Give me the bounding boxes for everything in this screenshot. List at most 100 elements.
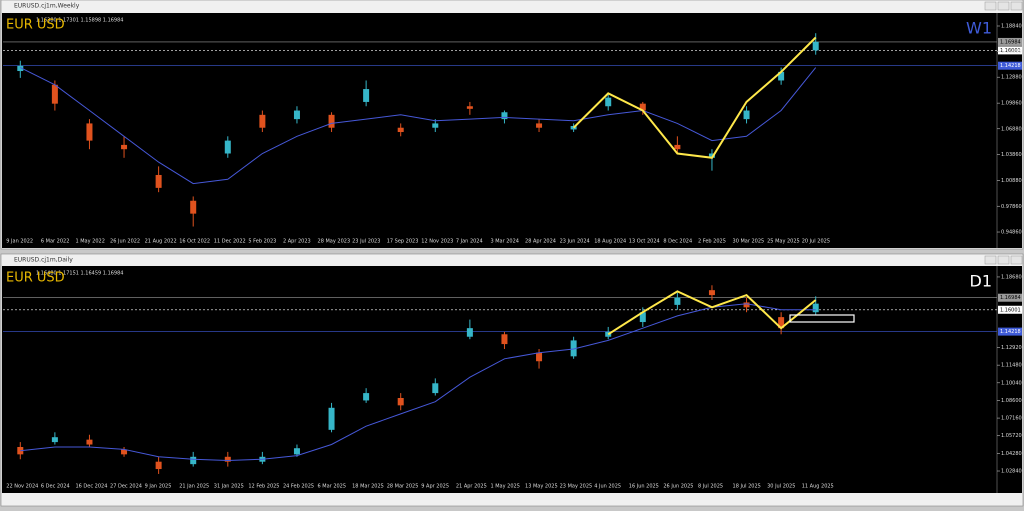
y-tick-label: 1.10040 <box>1001 380 1022 386</box>
candle-body <box>363 89 370 102</box>
zigzag <box>572 36 817 159</box>
x-tick-label: 1 May 2022 <box>75 239 104 245</box>
x-tick-label: 25 May 2025 <box>767 239 800 245</box>
candle-body <box>293 448 300 455</box>
x-tick-label: 27 Dec 2024 <box>110 484 142 490</box>
price-tag <box>998 327 1022 336</box>
x-tick-label: 20 Jul 2025 <box>802 239 830 245</box>
price-tag <box>998 305 1022 314</box>
x-tick-label: 13 May 2025 <box>525 484 558 490</box>
candle-body <box>778 71 785 81</box>
candle-body <box>536 352 543 362</box>
price-tag <box>998 293 1022 302</box>
candle-body <box>293 110 300 120</box>
x-tick-label: 11 Dec 2022 <box>214 239 246 245</box>
window-maximize-button[interactable] <box>997 1 1010 11</box>
window-minimize-button[interactable] <box>984 1 997 11</box>
x-tick-label: 28 Apr 2024 <box>525 239 556 245</box>
price-tag-label: 1.16001 <box>1000 307 1021 313</box>
x-tick-label: 23 Jun 2024 <box>560 239 590 245</box>
symbol-label: EUR USD <box>6 271 65 286</box>
x-tick-label: 31 Jan 2025 <box>214 484 244 490</box>
candle-body <box>812 303 819 313</box>
y-tick-label: 1.00880 <box>1001 178 1022 184</box>
x-tick-label: 26 Jun 2025 <box>663 484 693 490</box>
candle-body <box>121 449 128 455</box>
price-tag <box>998 37 1022 46</box>
window-close-button[interactable] <box>1010 1 1023 11</box>
x-tick-label: 9 Jan 2022 <box>6 239 33 245</box>
ohlc-info: 1.16380 1.17301 1.15898 1.16984 <box>36 18 123 24</box>
x-tick-label: 23 May 2025 <box>560 484 593 490</box>
x-tick-label: 18 Jul 2025 <box>733 484 761 490</box>
symbol-label: EUR USD <box>6 18 65 33</box>
x-tick-label: 9 Apr 2025 <box>421 484 449 490</box>
x-tick-label: 9 Jan 2025 <box>145 484 172 490</box>
x-tick-label: 2 Apr 2023 <box>283 239 311 245</box>
y-tick-label: 1.15860 <box>1001 49 1022 55</box>
x-tick-label: 17 Sep 2023 <box>387 239 419 245</box>
y-tick-label: 1.09860 <box>1001 101 1022 107</box>
y-tick-label: 1.08600 <box>1001 398 1022 404</box>
candle-body <box>328 407 335 430</box>
window-close-button[interactable] <box>1010 255 1023 265</box>
price-tag-label: 1.16001 <box>1000 48 1021 54</box>
y-tick-label: 1.12920 <box>1001 345 1022 351</box>
chart-area <box>2 13 1022 248</box>
x-tick-label: 16 Jun 2025 <box>629 484 659 490</box>
x-tick-label: 13 Oct 2024 <box>629 239 660 245</box>
x-tick-label: 4 Jun 2025 <box>594 484 621 490</box>
candle-body <box>570 340 577 357</box>
y-tick-label: 1.12880 <box>1001 75 1022 81</box>
candle-body <box>363 393 370 401</box>
price-tag-label: 1.14218 <box>1000 63 1021 69</box>
x-tick-label: 6 Mar 2025 <box>318 484 347 490</box>
ohlc-info: 1.16480 1.17151 1.16459 1.16984 <box>36 271 123 277</box>
candle-body <box>812 41 819 51</box>
candle-body <box>708 153 715 158</box>
candle-body <box>190 200 197 214</box>
candle-body <box>432 123 439 128</box>
candle-body <box>86 439 93 445</box>
y-tick-label: 1.18680 <box>1001 274 1022 280</box>
y-tick-label: 1.07160 <box>1001 416 1022 422</box>
y-tick-label: 1.11480 <box>1001 363 1022 369</box>
moving-average <box>20 67 817 185</box>
x-tick-label: 21 Jan 2025 <box>179 484 209 490</box>
price-tag-label: 1.16984 <box>1000 295 1021 301</box>
x-tick-label: 6 Dec 2024 <box>41 484 70 490</box>
x-tick-label: 18 Mar 2025 <box>352 484 384 490</box>
x-tick-label: 2 Feb 2025 <box>698 239 726 245</box>
x-tick-label: 28 May 2023 <box>318 239 351 245</box>
x-tick-label: 24 Feb 2025 <box>283 484 314 490</box>
x-tick-label: 5 Feb 2023 <box>248 239 276 245</box>
candle-body <box>155 461 162 470</box>
candle-body <box>155 174 162 188</box>
x-tick-label: 12 Nov 2023 <box>421 239 453 245</box>
candle-body <box>432 383 439 394</box>
candle-body <box>501 112 508 120</box>
y-tick-label: 0.94860 <box>1001 230 1022 236</box>
window-maximize-button[interactable] <box>997 255 1010 265</box>
x-tick-label: 12 Feb 2025 <box>248 484 279 490</box>
candle-body <box>51 437 58 443</box>
candle-body <box>743 110 750 120</box>
candle-body <box>328 114 335 128</box>
candle-body <box>778 317 785 329</box>
x-tick-label: 8 Dec 2024 <box>663 239 692 245</box>
candle-body <box>224 140 231 154</box>
window-title: EURUSD.cj1m,Daily <box>14 257 73 264</box>
x-tick-label: 30 Mar 2025 <box>733 239 765 245</box>
x-tick-label: 28 Mar 2025 <box>387 484 419 490</box>
y-tick-label: 1.04280 <box>1001 451 1022 457</box>
candle-body <box>190 456 197 465</box>
window-minimize-button[interactable] <box>984 255 997 265</box>
y-tick-label: 1.05720 <box>1001 433 1022 439</box>
candle-body <box>17 65 24 72</box>
price-tag-label: 1.16984 <box>1000 39 1021 45</box>
candle-body <box>121 144 128 150</box>
x-tick-label: 1 May 2025 <box>490 484 519 490</box>
candle-body <box>466 328 473 337</box>
candle-body <box>674 297 681 305</box>
